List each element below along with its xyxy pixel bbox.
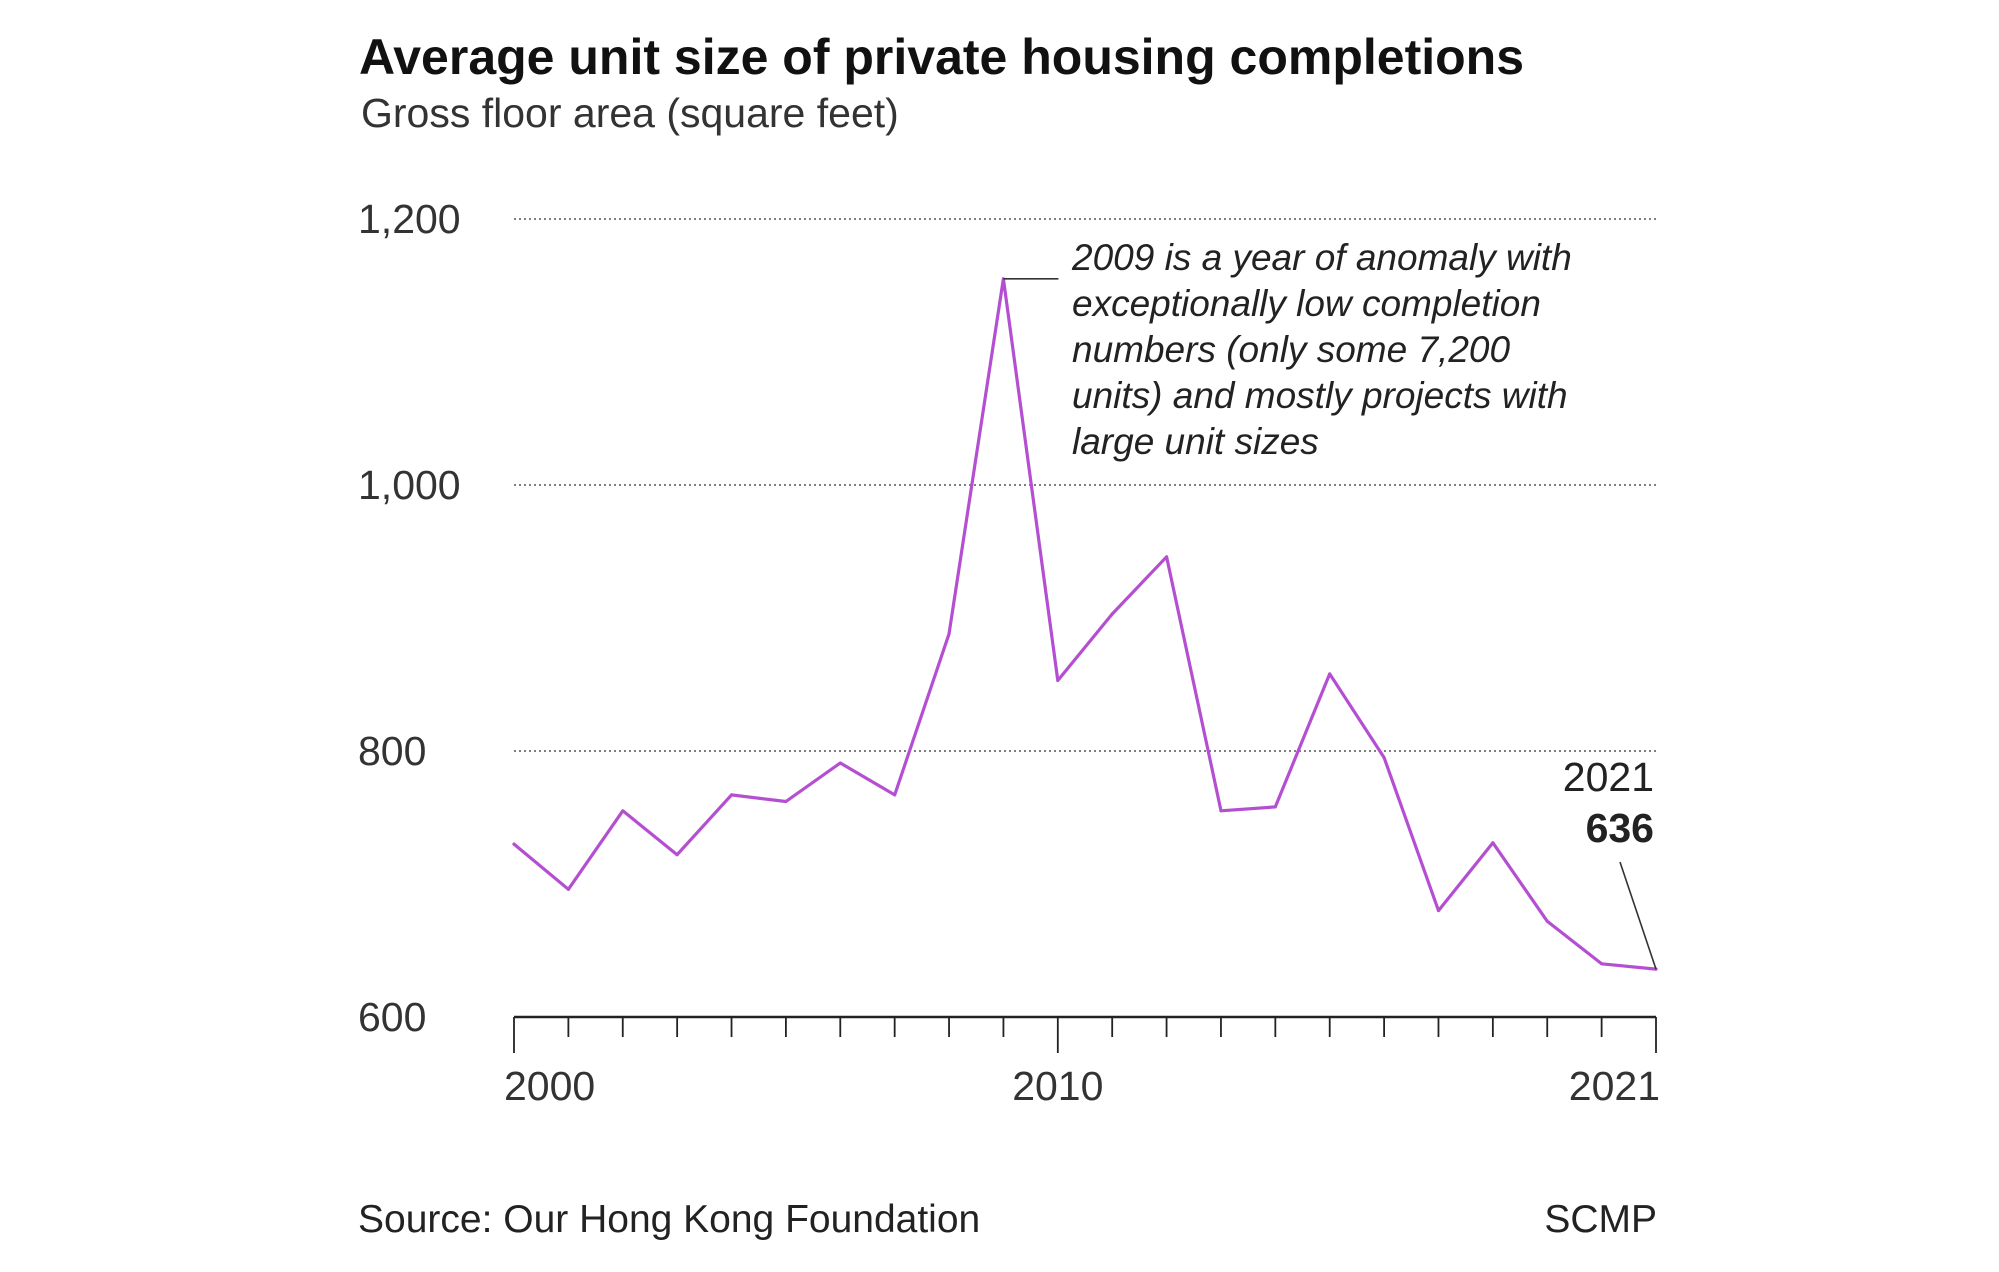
x-tick-label-2010: 2010: [1012, 1063, 1103, 1109]
y-axis-tick-labels: 600 800 1,000 1,200: [358, 196, 461, 1040]
chart-title: Average unit size of private housing com…: [359, 29, 1525, 85]
data-point-2001: [566, 887, 570, 891]
data-point-2000: [512, 842, 516, 846]
anomaly-annotation: 2009 is a year of anomaly with exceptiona…: [1071, 237, 1572, 462]
x-tick-label-2000: 2000: [504, 1063, 595, 1109]
last-value-leader-line: [1619, 861, 1657, 970]
data-point-2002: [621, 809, 625, 813]
source-note: Source: Our Hong Kong Foundation: [358, 1198, 981, 1241]
data-point-2004: [730, 793, 734, 797]
data-point-2006: [838, 761, 842, 765]
data-point-2019: [1545, 919, 1549, 923]
series-line: [512, 277, 1658, 971]
last-year-label: 2021: [1563, 754, 1654, 800]
data-point-2014: [1273, 805, 1277, 809]
annotations: 2009 is a year of anomaly with exceptiona…: [1003, 237, 1657, 970]
gridlines: [514, 218, 1656, 752]
x-tick-label-2021: 2021: [1569, 1063, 1660, 1109]
data-point-2013: [1219, 809, 1223, 813]
chart-subtitle: Gross floor area (square feet): [361, 90, 899, 136]
y-tick-label-800: 800: [358, 728, 426, 774]
y-tick-label-1000: 1,000: [358, 462, 461, 508]
data-point-2018: [1491, 841, 1495, 845]
data-point-2008: [947, 632, 951, 636]
last-value-label: 636: [1586, 805, 1654, 851]
anomaly-annotation-line: units) and mostly projects with: [1072, 375, 1568, 416]
data-point-2012: [1165, 555, 1169, 559]
anomaly-annotation-line: large unit sizes: [1072, 421, 1319, 462]
y-tick-label-1200: 1,200: [358, 196, 461, 242]
x-axis: [513, 1015, 1657, 1053]
credit-label: SCMP: [1544, 1198, 1657, 1241]
anomaly-annotation-line: numbers (only some 7,200: [1072, 329, 1510, 370]
data-point-2017: [1436, 909, 1440, 913]
x-axis-tick-labels: 2000 2010 2021: [504, 1063, 1660, 1109]
data-point-2003: [675, 853, 679, 857]
y-tick-label-600: 600: [358, 994, 426, 1040]
data-point-2011: [1110, 612, 1114, 616]
data-point-2020: [1600, 962, 1604, 966]
anomaly-annotation-line: 2009 is a year of anomaly with: [1071, 237, 1572, 278]
data-point-2005: [784, 800, 788, 804]
data-point-2007: [893, 793, 897, 797]
series: [512, 277, 1658, 971]
data-point-2010: [1056, 679, 1060, 683]
anomaly-annotation-line: exceptionally low completion: [1072, 283, 1541, 324]
data-point-2016: [1382, 756, 1386, 760]
data-point-2015: [1328, 672, 1332, 676]
